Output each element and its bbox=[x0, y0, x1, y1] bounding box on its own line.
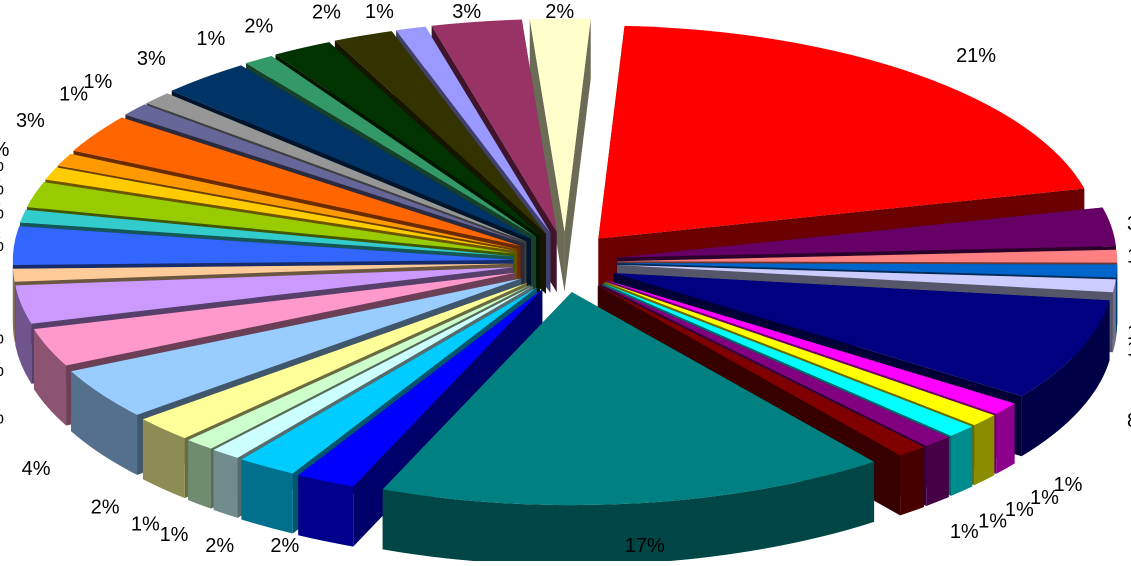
data-label-32: 2% bbox=[244, 16, 273, 38]
pie-slice-13-side bbox=[298, 475, 353, 546]
data-label-11: 1% bbox=[950, 521, 979, 543]
data-label-9: 1% bbox=[1005, 499, 1034, 521]
data-label-6: 8% bbox=[1127, 410, 1131, 432]
data-label-27: 3% bbox=[16, 110, 45, 132]
data-label-10: 1% bbox=[978, 510, 1007, 532]
pie-slice-11-side bbox=[900, 447, 924, 515]
data-label-26: 1% bbox=[0, 139, 10, 161]
data-label-12: 17% bbox=[625, 535, 665, 557]
data-label-8: 1% bbox=[1030, 487, 1059, 509]
pie-slice-7-side bbox=[996, 404, 1014, 474]
data-label-1: 21% bbox=[956, 45, 996, 67]
data-label-30: 3% bbox=[137, 48, 166, 70]
data-label-17: 2% bbox=[91, 496, 120, 518]
data-label-35: 3% bbox=[452, 1, 481, 23]
pie-slice-16-side bbox=[188, 440, 211, 509]
data-label-36: 2% bbox=[545, 1, 574, 23]
data-label-15: 1% bbox=[160, 524, 189, 546]
data-label-23: 1% bbox=[0, 201, 4, 223]
data-label-21: 1% bbox=[0, 327, 4, 349]
data-label-14: 2% bbox=[205, 535, 234, 557]
pie-slice-8-side bbox=[974, 415, 994, 485]
data-label-5: 1% bbox=[1127, 338, 1131, 360]
data-label-29: 1% bbox=[83, 71, 112, 93]
data-label-2: 3% bbox=[1127, 213, 1131, 235]
data-label-18: 4% bbox=[22, 458, 51, 480]
pie-slice-15-side bbox=[213, 450, 237, 518]
pie-slice-9-side bbox=[951, 427, 972, 496]
data-label-31: 1% bbox=[196, 28, 225, 50]
data-label-33: 2% bbox=[312, 2, 341, 24]
data-label-3: 1% bbox=[1127, 246, 1131, 268]
data-label-34: 1% bbox=[365, 1, 394, 23]
data-label-22: 3% bbox=[0, 234, 4, 256]
data-label-19: 3% bbox=[0, 407, 4, 429]
data-label-24: 2% bbox=[0, 177, 4, 199]
data-label-20: 3% bbox=[0, 359, 4, 381]
data-label-16: 1% bbox=[131, 514, 160, 536]
pie-slice-10-side bbox=[926, 437, 949, 506]
data-label-13: 2% bbox=[270, 535, 299, 557]
